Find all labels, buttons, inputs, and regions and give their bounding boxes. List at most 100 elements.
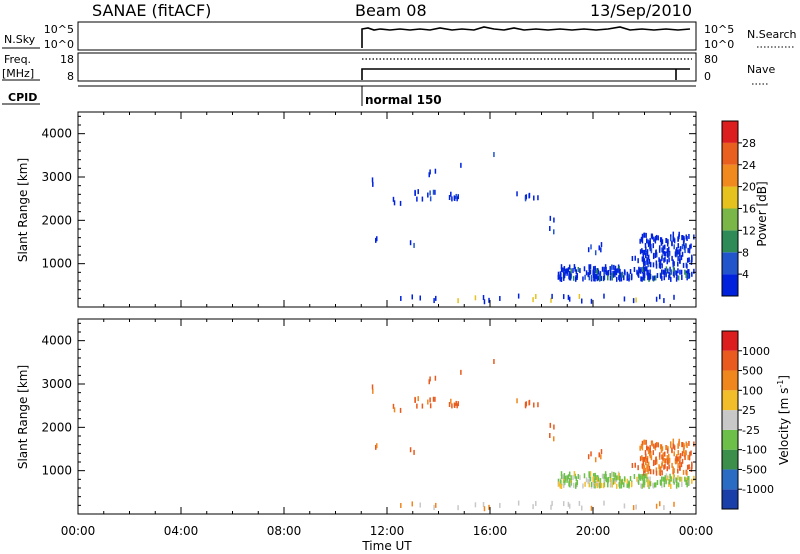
power-echo-cell <box>421 196 424 202</box>
power-colorbar-band <box>722 186 738 209</box>
velocity-echo-cell <box>618 481 621 487</box>
power-echo-cell <box>675 271 678 277</box>
velocity-echo-cell <box>450 398 452 404</box>
power-echo-cell <box>598 245 600 251</box>
power-echo-cell <box>610 270 612 276</box>
power-echo-cell <box>677 261 679 267</box>
power-echo-cell <box>560 264 563 270</box>
velocity-echo-cell <box>678 438 680 444</box>
velocity-echo-cell <box>648 447 651 453</box>
velocity-ytick-label: 3000 <box>41 377 72 391</box>
velocity-echo-cell <box>432 396 435 402</box>
velocity-echo-cell <box>588 472 591 478</box>
velocity-echo-cell <box>648 479 650 485</box>
velocity-echo-cell <box>668 459 670 465</box>
power-echo-cell <box>592 272 595 278</box>
beam-title: Beam 08 <box>355 1 427 20</box>
power-echo-cell <box>668 246 670 252</box>
velocity-echo-cell <box>654 459 657 465</box>
velocity-colorbar-band <box>722 410 738 430</box>
velocity-echo-cell <box>644 473 647 479</box>
power-echo-cell <box>450 191 452 197</box>
velocity-echo-cell <box>599 483 601 489</box>
power-echo-cell <box>566 268 568 274</box>
power-echo-cell <box>535 293 537 299</box>
power-ytick-label: 4000 <box>41 127 72 141</box>
power-echo-cell <box>652 275 654 281</box>
power-echo-cell <box>684 269 686 275</box>
power-echo-cell <box>559 276 561 282</box>
power-echo-cell <box>516 191 518 197</box>
velocity-echo-cell <box>687 476 689 482</box>
power-echo-cell <box>584 274 586 280</box>
velocity-colorbar-bands <box>722 331 738 509</box>
power-ticks: 1000 2000 3000 4000 <box>41 112 697 307</box>
power-echo-cell <box>641 248 643 254</box>
nsky-frame <box>77 21 697 51</box>
velocity-cells <box>371 359 695 512</box>
power-echo-cell <box>533 195 535 201</box>
velocity-echo-cell <box>371 384 374 390</box>
velocity-echo-cell <box>661 454 663 460</box>
freq-frame <box>77 52 697 82</box>
velocity-echo-cell <box>647 478 649 484</box>
velocity-echo-cell <box>659 501 661 507</box>
power-echo-cell <box>673 244 675 250</box>
power-echo-cell <box>429 190 431 196</box>
power-echo-cell <box>686 257 689 263</box>
power-echo-cell <box>654 252 657 258</box>
velocity-echo-cell <box>607 482 609 488</box>
velocity-echo-cell <box>671 447 673 453</box>
velocity-echo-cell <box>657 442 659 448</box>
power-echo-cell <box>568 296 571 302</box>
velocity-echo-cell <box>572 482 575 488</box>
velocity-echo-cell <box>562 474 564 480</box>
power-echo-cell <box>690 243 692 249</box>
power-echo-cell <box>567 267 570 273</box>
velocity-echo-cell <box>681 481 683 487</box>
velocity-echo-cell <box>569 478 572 484</box>
power-echo-cell <box>666 259 669 265</box>
velocity-echo-cell <box>626 478 629 484</box>
velocity-echo-cell <box>641 463 644 469</box>
velocity-echo-cell <box>665 458 667 464</box>
velocity-echo-cell <box>567 501 570 507</box>
velocity-echo-cell <box>668 453 670 459</box>
power-echo-cell <box>687 247 689 253</box>
power-echo-cell <box>679 252 681 258</box>
velocity-echo-cell <box>594 457 597 463</box>
velocity-echo-cell <box>590 451 592 457</box>
velocity-echo-cell <box>653 482 656 488</box>
velocity-echo-cell <box>663 477 666 483</box>
power-colorbar-bands <box>722 121 738 296</box>
power-echo-cell <box>657 235 659 241</box>
velocity-ytick-label: 2000 <box>41 420 72 434</box>
velocity-echo-cell <box>617 474 620 480</box>
velocity-ylabel: Slant Range [km] <box>16 365 30 469</box>
power-echo-cell <box>641 238 644 244</box>
power-echo-cell <box>429 169 431 175</box>
velocity-echo-cell <box>671 462 673 468</box>
time-tick-label: 00:00 <box>679 524 714 538</box>
nsearch-tick-top: 10^5 <box>704 23 734 36</box>
velocity-colorbar-ticks: 1000 500 100 25 -25 -100 -500 -1000 <box>738 345 774 496</box>
power-echo-cell <box>676 274 678 280</box>
velocity-echo-cell <box>567 474 570 480</box>
nsky-trace <box>361 26 691 48</box>
velocity-echo-cell <box>553 424 555 430</box>
velocity-echo-cell <box>668 479 671 485</box>
velocity-echo-cell <box>640 483 642 489</box>
velocity-echo-cell <box>393 407 396 413</box>
power-echo-cell <box>629 269 632 275</box>
velocity-echo-cell <box>681 451 684 457</box>
velocity-echo-cell <box>637 479 640 485</box>
power-echo-cell <box>603 270 605 276</box>
power-echo-cell <box>553 229 555 235</box>
velocity-echo-cell <box>653 459 655 465</box>
velocity-echo-cell <box>656 480 659 486</box>
power-echo-cell <box>648 258 651 264</box>
velocity-echo-cell <box>677 443 679 449</box>
cpid-label: CPID <box>8 91 37 104</box>
power-echo-cell <box>417 189 419 195</box>
power-echo-cell <box>598 272 601 278</box>
